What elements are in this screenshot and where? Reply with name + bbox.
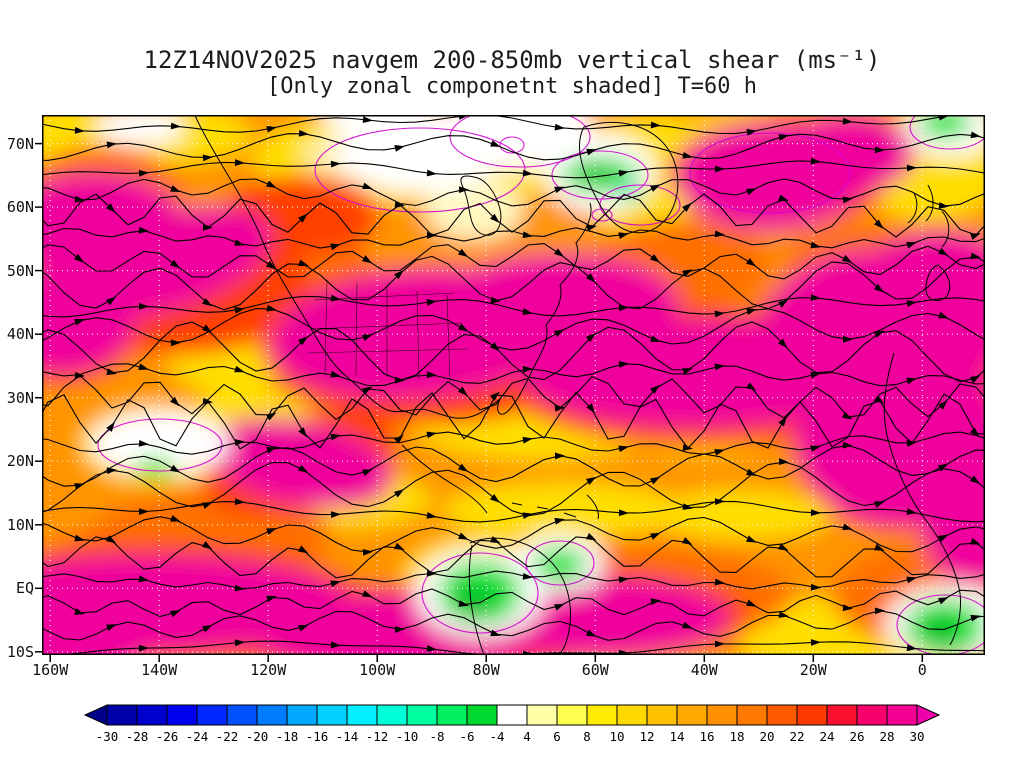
contour-lines [97, 115, 985, 655]
colorbar-segment [166, 704, 198, 726]
colorbar-segment [286, 704, 318, 726]
map-border [42, 115, 985, 655]
colorbar-tick-label: 6 [553, 729, 561, 744]
colorbar-segment [526, 704, 558, 726]
lon-tick-label: 0 [917, 661, 927, 679]
colorbar-tick-label: -16 [306, 729, 329, 744]
colorbar-segment [316, 704, 348, 726]
lat-tick-label: 20N [6, 452, 34, 471]
colorbar-tick-label: -26 [156, 729, 179, 744]
lon-tick-label: 120W [250, 661, 287, 679]
coastlines [194, 115, 961, 655]
colorbar-segment [136, 704, 168, 726]
colorbar-segment [736, 704, 768, 726]
colorbar-segment [826, 704, 858, 726]
colorbar-segment [256, 704, 288, 726]
shear-map-svg [35, 115, 985, 662]
lon-tick-label: 80W [472, 661, 500, 679]
colorbar-tick-label: 22 [789, 729, 804, 744]
colorbar-segment [346, 704, 378, 726]
colorbar-segment [376, 704, 408, 726]
colorbar-segment [646, 704, 678, 726]
colorbar-svg: -30 -28 -26 -24 -22 -20 -18 -16 -14 -12 -10 -8 -6 -4 4… [83, 704, 941, 744]
colorbar-segment [436, 704, 468, 726]
lat-tick-label: 10N [6, 515, 34, 534]
colorbar-tick-label: -28 [126, 729, 149, 744]
colorbar-tick-label: 8 [583, 729, 591, 744]
colorbar-tick-label: 10 [609, 729, 624, 744]
lat-tick-label: EQ [15, 579, 34, 598]
axis-ticks [35, 142, 924, 662]
lon-tick-label: 160W [32, 661, 69, 679]
colorbar-tick-label: 14 [669, 729, 684, 744]
colorbar-tick-label: 18 [729, 729, 744, 744]
colorbar-segment [196, 704, 228, 726]
colorbar-segment [796, 704, 828, 726]
colorbar-tick-label: 4 [523, 729, 531, 744]
colorbar-tick-label: 24 [819, 729, 834, 744]
colorbar-right-arrow [916, 704, 941, 726]
colorbar-segment [496, 704, 528, 726]
colorbar-segment [586, 704, 618, 726]
colorbar-tick-label: -30 [96, 729, 119, 744]
colorbar-segment [766, 704, 798, 726]
lat-tick-label: 10S [6, 642, 34, 661]
colorbar-tick-label: -6 [459, 729, 474, 744]
lon-tick-label: 100W [359, 661, 396, 679]
colorbar-tick-label: 30 [909, 729, 924, 744]
colorbar-segment [886, 704, 918, 726]
graticule [42, 115, 985, 655]
colorbar-tick-label: 20 [759, 729, 774, 744]
colorbar-tick-label: 12 [639, 729, 654, 744]
colorbar-tick-label: -14 [336, 729, 359, 744]
map-plot-area: 70N 60N 50N 40N 30N 20N 10N EQ 10S 160W 140W 120W 10… [7, 115, 985, 679]
colorbar-tick-label: -8 [429, 729, 444, 744]
colorbar-segment [556, 704, 588, 726]
colorbar-segment [856, 704, 888, 726]
colorbar-tick-label: -24 [186, 729, 209, 744]
colorbar-tick-label: -22 [216, 729, 239, 744]
colorbar-segment [226, 704, 258, 726]
lon-tick-label: 20W [799, 661, 827, 679]
lon-tick-label: 140W [141, 661, 178, 679]
colorbar-tick-label: -20 [246, 729, 269, 744]
colorbar: -30 -28 -26 -24 -22 -20 -18 -16 -14 -12 -10 -8 -6 -4 4… [83, 704, 941, 748]
chart-title: 12Z14NOV2025 navgem 200-850mb vertical s… [143, 46, 881, 74]
shaded-field-layer [42, 115, 985, 655]
streamlines-layer [42, 115, 985, 655]
colorbar-segment [706, 704, 738, 726]
state-boundaries [306, 279, 469, 382]
colorbar-tick-label: 16 [699, 729, 714, 744]
colorbar-segment [406, 704, 438, 726]
lat-tick-label: 50N [6, 261, 34, 280]
colorbar-tick-label: 28 [879, 729, 894, 744]
lat-tick-label: 70N [6, 134, 34, 153]
chart-subtitle: [Only zonal componetnt shaded] T=60 h [266, 74, 758, 99]
colorbar-tick-label: -12 [366, 729, 389, 744]
colorbar-segment [676, 704, 708, 726]
colorbar-tick-label: -18 [276, 729, 299, 744]
lat-tick-label: 30N [6, 388, 34, 407]
colorbar-left-arrow [83, 704, 108, 726]
lon-tick-label: 40W [690, 661, 718, 679]
lat-tick-label: 60N [6, 198, 34, 217]
lon-tick-label: 60W [581, 661, 609, 679]
colorbar-tick-label: -10 [396, 729, 419, 744]
lat-tick-label: 40N [6, 325, 34, 344]
colorbar-segment [616, 704, 648, 726]
colorbar-tick-label: -4 [489, 729, 504, 744]
colorbar-tick-label: 26 [849, 729, 864, 744]
colorbar-segment [466, 704, 498, 726]
colorbar-segment [106, 704, 138, 726]
